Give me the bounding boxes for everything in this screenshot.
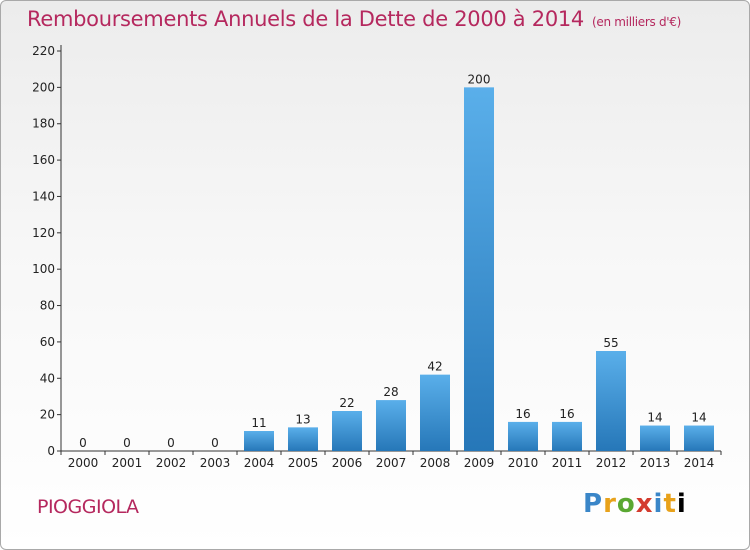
bar [288, 427, 318, 451]
logo-letter: P [583, 489, 604, 519]
bar [376, 400, 406, 451]
bar-value-label: 22 [339, 396, 354, 410]
x-tick-label: 2009 [464, 456, 495, 470]
logo-letter: t [663, 489, 677, 519]
x-tick-label: 2002 [156, 456, 187, 470]
bar [244, 431, 274, 451]
y-tick-label: 40 [40, 371, 55, 385]
bar-value-label: 11 [251, 416, 266, 430]
logo-letter: x [635, 489, 654, 519]
bar-value-label: 16 [559, 407, 574, 421]
y-tick-label: 120 [32, 226, 55, 240]
bar [552, 421, 582, 451]
bar-value-label: 16 [515, 407, 530, 421]
logo-letter: i [653, 489, 664, 519]
logo-letter: i [676, 489, 687, 519]
bar [596, 351, 626, 451]
y-tick-label: 100 [32, 262, 55, 276]
title-text: Remboursements Annuels de la Dette de 20… [27, 7, 584, 31]
bar-value-label: 14 [691, 411, 706, 425]
bar [464, 87, 494, 451]
logo-letter: r [603, 489, 617, 519]
y-tick-label: 140 [32, 189, 55, 203]
x-tick-label: 2001 [112, 456, 143, 470]
bars: 0 0 0 0 11 13 22 28 42 200 16 16 55 14 14 [79, 72, 714, 451]
place-name: PIOGGIOLA [37, 496, 139, 518]
proxiti-logo: Proxiti [583, 489, 687, 519]
y-tick-label: 220 [32, 44, 55, 58]
bar-value-label: 0 [123, 436, 131, 450]
unit-note: (en milliers d'€) [592, 15, 682, 29]
bar-value-label: 13 [295, 412, 310, 426]
bar-value-label: 0 [167, 436, 175, 450]
x-tick-label: 2000 [68, 456, 99, 470]
bar-value-label: 0 [79, 436, 87, 450]
y-tick-label: 60 [40, 335, 55, 349]
y-tick-label: 180 [32, 117, 55, 131]
x-tick-label: 2006 [332, 456, 363, 470]
bar [684, 425, 714, 451]
bar [508, 421, 538, 451]
bar [420, 374, 450, 451]
x-tick-label: 2003 [200, 456, 231, 470]
y-tick-label: 160 [32, 153, 55, 167]
x-tick-label: 2013 [640, 456, 671, 470]
bar-value-label: 0 [211, 436, 219, 450]
x-tick-label: 2005 [288, 456, 319, 470]
x-tick-label: 2004 [244, 456, 275, 470]
x-tick-label: 2007 [376, 456, 407, 470]
x-tick-label: 2014 [684, 456, 715, 470]
bar-value-label: 200 [468, 72, 491, 86]
bar-value-label: 42 [427, 360, 442, 374]
x-tick-label: 2011 [552, 456, 583, 470]
logo-letter: o [616, 489, 636, 519]
bar-value-label: 28 [383, 385, 398, 399]
x-tick-label: 2012 [596, 456, 627, 470]
y-tick-label: 200 [32, 80, 55, 94]
x-tick-label: 2008 [420, 456, 451, 470]
bar [332, 411, 362, 451]
y-tick-label: 0 [47, 444, 55, 458]
x-tick-label: 2010 [508, 456, 539, 470]
bar-value-label: 55 [603, 336, 618, 350]
y-tick-label: 20 [40, 408, 55, 422]
chart-title: Remboursements Annuels de la Dette de 20… [27, 7, 681, 31]
bar [640, 425, 670, 451]
bar-value-label: 14 [647, 411, 662, 425]
y-tick-label: 80 [40, 299, 55, 313]
